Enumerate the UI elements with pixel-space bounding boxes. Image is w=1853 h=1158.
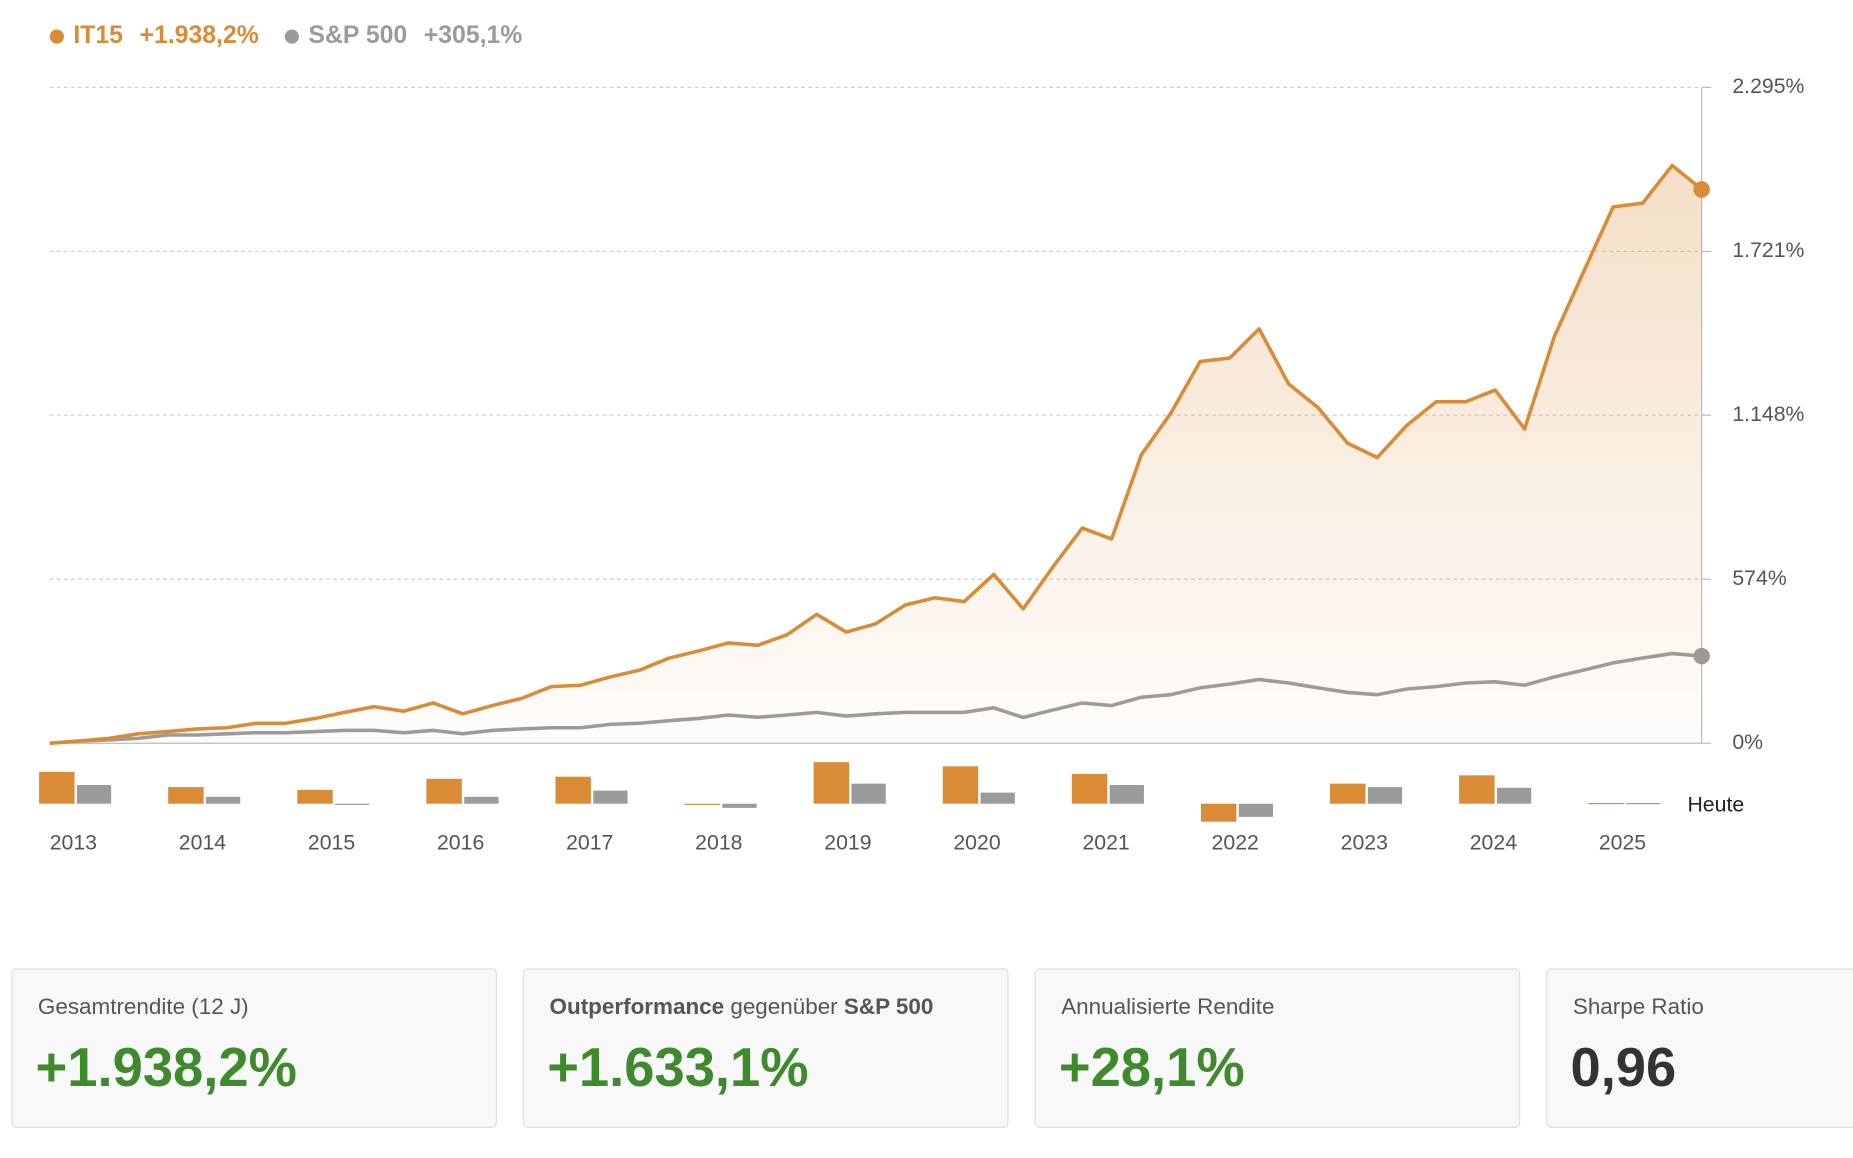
bar xyxy=(1367,787,1403,804)
x-tick-label: 2013 xyxy=(50,830,97,854)
stat-label-part: Outperformance xyxy=(550,994,725,1019)
bar xyxy=(297,789,333,804)
stat-value: +28,1% xyxy=(1059,1037,1245,1098)
x-tick-label: 2023 xyxy=(1341,830,1388,854)
stat-card xyxy=(1546,968,1853,1128)
bar xyxy=(205,796,241,804)
stat-label-part: Annualisierte Rendite xyxy=(1061,994,1274,1019)
stat-label: Gesamtrendite (12 J) xyxy=(38,994,249,1019)
bar xyxy=(1109,785,1144,804)
x-tick-label: 2021 xyxy=(1082,830,1129,854)
x-tick-label: 2019 xyxy=(824,830,871,854)
bar xyxy=(722,803,757,808)
stat-label: Sharpe Ratio xyxy=(1573,994,1704,1019)
x-tick-label: 2025 xyxy=(1599,830,1646,854)
legend-total: +1.938,2% xyxy=(140,22,259,49)
bar xyxy=(1496,787,1532,804)
stat-label-part: gegenüber xyxy=(724,994,844,1019)
stat-value: 0,96 xyxy=(1570,1037,1676,1098)
bar xyxy=(464,796,499,804)
bar xyxy=(1626,803,1661,805)
stat-value: +1.938,2% xyxy=(36,1037,297,1098)
x-tick-label: 2016 xyxy=(437,830,484,854)
bar xyxy=(684,803,721,805)
y-tick-label: 2.295% xyxy=(1732,74,1804,98)
bar xyxy=(39,771,75,804)
stat-label-part: Gesamtrendite (12 J) xyxy=(38,994,249,1019)
stat-card xyxy=(1034,968,1521,1128)
legend-dot xyxy=(49,29,64,44)
x-tick-label: 2015 xyxy=(308,830,355,854)
end-marker xyxy=(1693,181,1710,198)
stat-label-part: S&P 500 xyxy=(844,994,933,1019)
bar xyxy=(1588,803,1624,805)
bar xyxy=(851,783,886,804)
x-tick-label: 2018 xyxy=(695,830,742,854)
bar xyxy=(168,787,204,804)
x-tick-label: 2024 xyxy=(1470,830,1517,854)
bar xyxy=(980,792,1015,804)
legend-total: +305,1% xyxy=(424,22,523,49)
legend-name: IT15 xyxy=(73,22,123,49)
stat-label: Annualisierte Rendite xyxy=(1061,994,1274,1019)
x-tick-label: 2017 xyxy=(566,830,613,854)
stat-card xyxy=(11,968,497,1128)
today-label: Heute xyxy=(1687,792,1744,816)
bar xyxy=(1071,773,1108,804)
line xyxy=(49,163,1703,746)
bar xyxy=(555,776,591,804)
stat-label: Outperformance gegenüber S&P 500 xyxy=(550,994,934,1019)
bar xyxy=(1238,803,1274,817)
bar xyxy=(1459,775,1495,804)
bar xyxy=(335,803,370,805)
area xyxy=(49,165,1702,744)
y-tick-label: 574% xyxy=(1732,566,1786,590)
bar xyxy=(813,762,850,804)
x-tick-label: 2022 xyxy=(1212,830,1259,854)
x-tick-label: 2020 xyxy=(953,830,1000,854)
y-tick-label: 1.148% xyxy=(1732,402,1804,426)
stat-label-part: Sharpe Ratio xyxy=(1573,994,1704,1019)
legend-dot xyxy=(284,29,299,44)
bar xyxy=(1200,803,1237,822)
bar xyxy=(426,778,462,804)
y-tick-label: 0% xyxy=(1732,730,1763,754)
bar xyxy=(593,790,628,804)
bar xyxy=(76,785,112,804)
stat-value: +1.633,1% xyxy=(547,1037,808,1098)
legend-name: S&P 500 xyxy=(308,22,407,49)
x-tick-label: 2014 xyxy=(179,830,226,854)
bar xyxy=(942,766,979,804)
y-tick-label: 1.721% xyxy=(1732,238,1804,262)
bar xyxy=(1330,783,1366,804)
stat-card xyxy=(522,968,1009,1128)
